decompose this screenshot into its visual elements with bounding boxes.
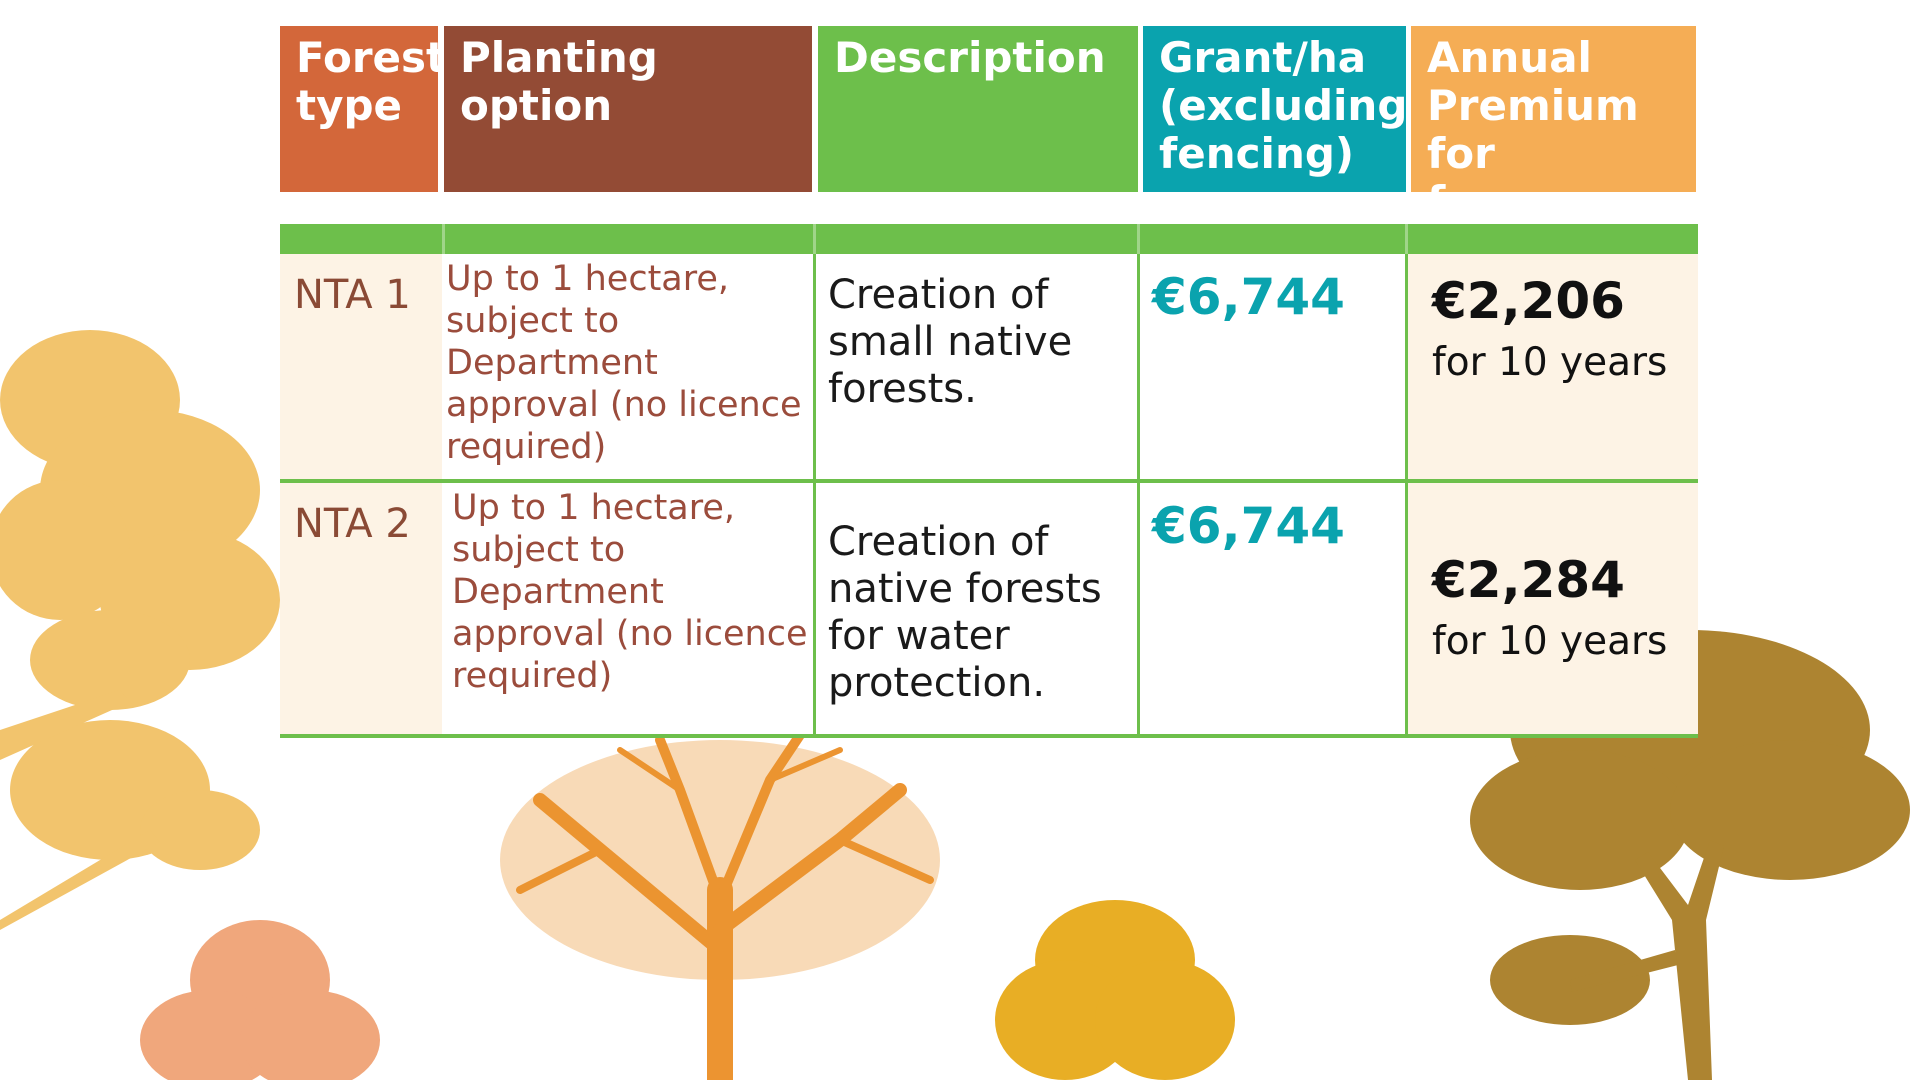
premium-duration: for 10 years bbox=[1432, 340, 1668, 385]
planting-option: Up to 1 hectare, subject to Department a… bbox=[452, 488, 808, 696]
grant-cell: €6,744 bbox=[1137, 483, 1405, 734]
planting-option-cell: Up to 1 hectare, subject to Department a… bbox=[442, 254, 813, 479]
header-description: Description bbox=[818, 26, 1138, 192]
planting-option: Up to 1 hectare, subject to Department a… bbox=[446, 259, 802, 467]
premium-amount: €2,284 bbox=[1432, 551, 1625, 609]
tree-silhouette-orange bbox=[480, 730, 960, 1080]
grant-amount: €6,744 bbox=[1152, 497, 1345, 555]
forest-type-cell: NTA 2 bbox=[280, 483, 442, 734]
premium-cell: €2,284 for 10 years bbox=[1405, 483, 1698, 734]
premium-amount: €2,206 bbox=[1432, 272, 1625, 330]
table-row: NTA 1 Up to 1 hectare, subject to Depart… bbox=[280, 254, 1698, 483]
description-cell: Creation of small native forests. bbox=[813, 254, 1137, 479]
header-grant: Grant/ha (excluding fencing) bbox=[1143, 26, 1407, 192]
forest-type: NTA 2 bbox=[294, 501, 411, 547]
tree-silhouette-yellow bbox=[0, 330, 300, 930]
planting-option-cell: Up to 1 hectare, subject to Department a… bbox=[442, 483, 813, 734]
description: Creation of native forests for water pro… bbox=[828, 519, 1102, 706]
header-forest-type: Forest type bbox=[280, 26, 446, 192]
forest-type-cell: NTA 1 bbox=[280, 254, 442, 479]
premium-duration: for 10 years bbox=[1432, 619, 1668, 664]
table-row: NTA 2 Up to 1 hectare, subject to Depart… bbox=[280, 483, 1698, 738]
grant-cell: €6,744 bbox=[1137, 254, 1405, 479]
grant-amount: €6,744 bbox=[1152, 268, 1345, 326]
description-cell: Creation of native forests for water pro… bbox=[813, 483, 1137, 734]
premium-cell: €2,206 for 10 years bbox=[1405, 254, 1698, 479]
description: Creation of small native forests. bbox=[828, 272, 1073, 412]
grant-table: NTA 1 Up to 1 hectare, subject to Depart… bbox=[280, 224, 1698, 738]
header-planting-option: Planting option bbox=[444, 26, 812, 192]
tree-silhouette-gold bbox=[995, 890, 1235, 1080]
tree-silhouette-salmon bbox=[140, 920, 380, 1080]
table-divider-bar bbox=[280, 224, 1698, 254]
forest-type: NTA 1 bbox=[294, 272, 411, 318]
header-premium: Annual Premium for farmers (ha) bbox=[1411, 26, 1696, 274]
